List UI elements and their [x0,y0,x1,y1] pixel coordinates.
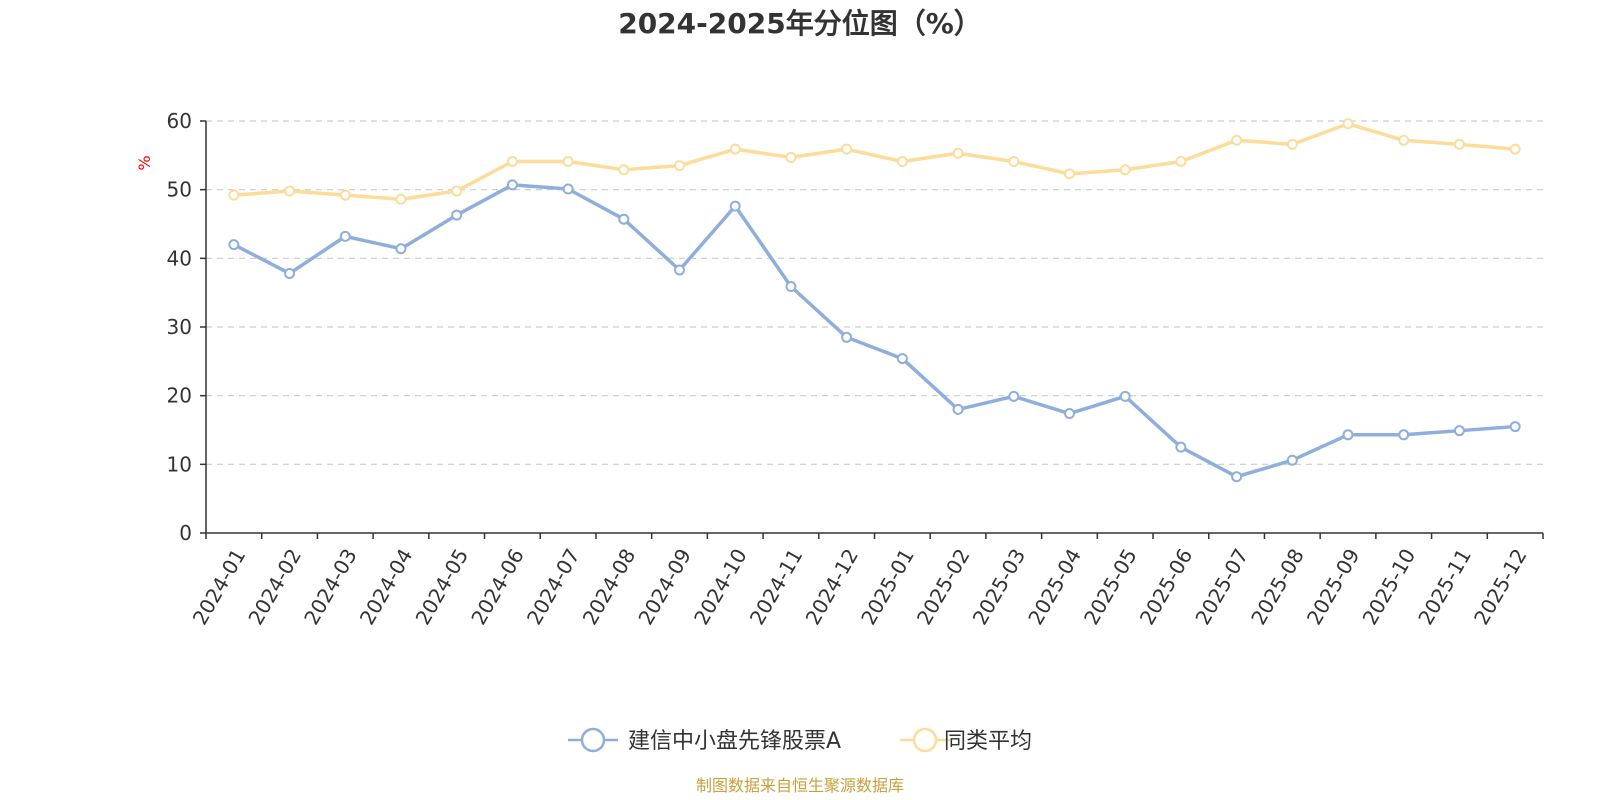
chart-title: 2024-2025年分位图（%） [618,7,982,40]
data-point-0-2024-10 [729,200,741,212]
x-tick-label-2025-02: 2025-02 [912,545,975,629]
data-point-0-2024-04 [395,243,407,255]
data-point-0-2024-05 [451,209,463,221]
x-tick-label-2025-11: 2025-11 [1413,545,1476,629]
x-tick-label-2024-06: 2024-06 [466,545,529,629]
data-point-1-2024-09 [674,160,686,172]
data-point-1-2025-11 [1453,138,1465,150]
x-tick-label-2024-05: 2024-05 [411,545,474,629]
legend-item-1: 同类平均 [900,727,1032,754]
y-tick-label-30: 30 [167,315,192,339]
data-point-1-2024-01 [228,189,240,201]
data-point-0-2024-11 [785,280,797,292]
x-tick-label-2025-09: 2025-09 [1302,545,1365,629]
data-point-0-2025-07 [1231,471,1243,483]
data-point-1-2024-10 [729,143,741,155]
x-tick-label-2024-04: 2024-04 [355,545,418,629]
data-point-1-2024-11 [785,151,797,163]
data-point-0-2025-08 [1286,454,1298,466]
data-point-1-2024-05 [451,185,463,197]
x-tick-label-2024-02: 2024-02 [243,545,306,629]
x-tick-label-2025-03: 2025-03 [968,544,1031,628]
x-tick-label-2025-04: 2025-04 [1023,545,1086,629]
data-point-0-2024-12 [841,331,853,343]
data-point-1-2024-08 [618,164,630,176]
data-source: 制图数据来自恒生聚源数据库 [696,776,904,795]
data-point-0-2025-11 [1453,425,1465,437]
legend-item-0: 建信中小盘先锋股票A [568,727,841,754]
data-point-1-2025-01 [896,156,908,168]
data-point-0-2025-03 [1008,390,1020,402]
data-point-0-2024-09 [674,264,686,276]
data-point-1-2025-06 [1175,156,1187,168]
data-point-1-2025-05 [1119,164,1131,176]
data-point-1-2025-12 [1509,143,1521,155]
y-axis-ticks: 0 10 20 30 40 50 60 [167,109,206,545]
data-point-1-2025-08 [1286,138,1298,150]
x-tick-label-2025-08: 2025-08 [1246,545,1309,629]
data-point-0-2025-04 [1063,408,1075,420]
x-tick-label-2025-06: 2025-06 [1135,545,1198,629]
x-tick-label-2024-08: 2024-08 [578,545,641,629]
x-tick-label-2024-07: 2024-07 [522,545,585,629]
data-point-1-2025-10 [1398,134,1410,146]
legend: 建信中小盘先锋股票A 同类平均 [568,727,1032,754]
data-point-0-2025-02 [952,403,964,415]
data-point-1-2024-04 [395,193,407,205]
data-point-0-2024-07 [562,183,574,195]
data-point-0-2024-01 [228,239,240,251]
data-point-1-2025-09 [1342,118,1354,130]
x-tick-label-2025-12: 2025-12 [1469,545,1532,629]
x-tick-label-2024-10: 2024-10 [689,545,752,629]
data-point-1-2024-03 [339,189,351,201]
data-point-1-2025-04 [1063,168,1075,180]
data-point-0-2025-10 [1398,429,1410,441]
y-tick-label-50: 50 [167,178,192,202]
data-point-1-2025-07 [1231,134,1243,146]
data-point-1-2024-02 [284,185,296,197]
x-tick-label-2024-09: 2024-09 [633,545,696,629]
y-axis-label: % [135,155,154,170]
x-tick-label-2024-03: 2024-03 [299,545,362,629]
data-point-1-2025-02 [952,147,964,159]
x-tick-label-2024-01: 2024-01 [188,545,251,629]
data-point-0-2025-12 [1509,421,1521,433]
data-point-0-2024-06 [506,179,518,191]
data-point-0-2025-09 [1342,429,1354,441]
legend-label-1: 同类平均 [944,729,1032,754]
data-point-0-2024-08 [618,213,630,225]
x-tick-label-2025-01: 2025-01 [856,545,919,629]
series-line-0 [232,183,1517,479]
legend-marker-1 [912,727,938,753]
data-point-0-2025-05 [1119,390,1131,402]
data-point-0-2025-01 [896,353,908,365]
x-tick-label-2024-11: 2024-11 [745,545,808,629]
y-tick-label-0: 0 [179,521,192,545]
grid-lines [206,120,1543,465]
data-point-0-2024-02 [284,267,296,279]
x-tick-label-2025-10: 2025-10 [1358,545,1421,629]
data-point-1-2024-12 [841,143,853,155]
y-tick-label-20: 20 [167,384,192,408]
series-line-1 [232,121,1517,202]
x-tick-label-2025-05: 2025-05 [1079,545,1142,629]
x-tick-label-2025-07: 2025-07 [1190,545,1253,629]
series-0 [228,179,1521,483]
y-tick-label-40: 40 [167,246,192,270]
legend-label-0: 建信中小盘先锋股票A [628,729,841,754]
x-axis-ticks: 2024-012024-022024-032024-042024-052024-… [188,533,1544,629]
series-layer [228,118,1521,483]
y-tick-label-60: 60 [167,109,192,133]
data-point-1-2025-03 [1008,156,1020,168]
data-point-0-2024-03 [339,230,351,242]
series-1 [228,118,1521,205]
data-point-1-2024-06 [506,156,518,168]
y-tick-label-10: 10 [167,452,192,476]
x-tick-label-2024-12: 2024-12 [801,545,864,629]
legend-marker-0 [580,727,606,753]
data-point-0-2025-06 [1175,441,1187,453]
data-point-1-2024-07 [562,156,574,168]
